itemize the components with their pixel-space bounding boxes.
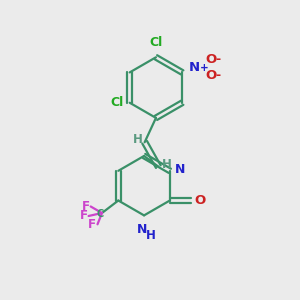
Text: -: - (215, 69, 220, 82)
Text: H: H (162, 158, 172, 171)
Text: H: H (146, 230, 155, 242)
Text: N: N (189, 61, 200, 74)
Text: +: + (200, 63, 209, 73)
Text: Cl: Cl (110, 96, 123, 109)
Text: H: H (133, 134, 143, 146)
Text: O: O (206, 69, 217, 82)
Text: N: N (136, 223, 147, 236)
Text: Cl: Cl (149, 36, 163, 49)
Text: F: F (80, 209, 87, 223)
Text: O: O (194, 194, 206, 207)
Text: -: - (215, 53, 220, 66)
Text: O: O (206, 53, 217, 66)
Text: N: N (175, 163, 185, 176)
Text: F: F (88, 218, 96, 231)
Text: C: C (97, 208, 104, 219)
Text: F: F (82, 200, 89, 213)
